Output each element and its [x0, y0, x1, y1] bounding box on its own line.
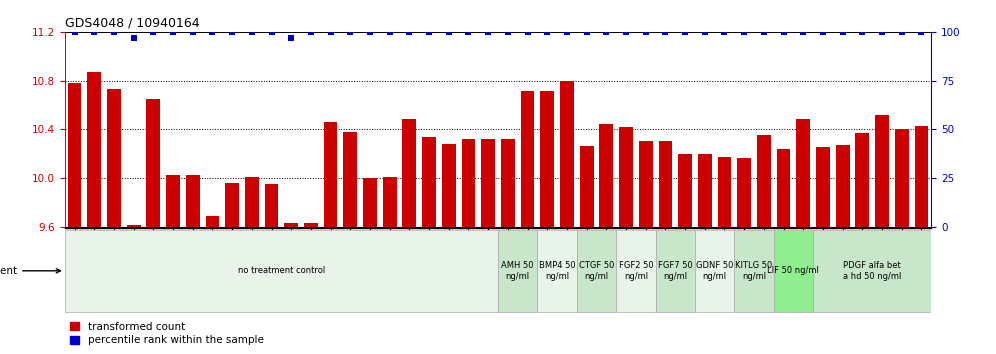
Bar: [774, 230, 813, 312]
Bar: [108, 89, 121, 227]
Bar: [521, 91, 535, 227]
Bar: [580, 146, 594, 227]
Bar: [577, 230, 617, 312]
Text: no treatment control: no treatment control: [238, 266, 325, 275]
Bar: [382, 177, 396, 227]
Bar: [655, 230, 695, 312]
Bar: [695, 230, 734, 312]
Bar: [560, 80, 574, 227]
Bar: [617, 230, 655, 312]
Text: LIF 50 ng/ml: LIF 50 ng/ml: [768, 266, 820, 275]
Bar: [126, 225, 140, 227]
Text: AMH 50
ng/ml: AMH 50 ng/ml: [501, 261, 534, 280]
Bar: [422, 137, 436, 227]
Bar: [538, 230, 577, 312]
Text: agent: agent: [0, 266, 61, 276]
Text: PDGF alfa bet
a hd 50 ng/ml: PDGF alfa bet a hd 50 ng/ml: [843, 261, 901, 280]
Bar: [600, 124, 614, 227]
Bar: [245, 177, 259, 227]
Legend: transformed count, percentile rank within the sample: transformed count, percentile rank withi…: [70, 322, 264, 345]
Bar: [68, 83, 82, 227]
Bar: [777, 149, 791, 227]
Bar: [265, 184, 279, 227]
Bar: [364, 178, 376, 227]
Bar: [737, 158, 751, 227]
Bar: [324, 122, 338, 227]
Bar: [836, 145, 850, 227]
Bar: [186, 176, 199, 227]
Bar: [501, 139, 515, 227]
Bar: [146, 99, 160, 227]
Bar: [797, 119, 810, 227]
Bar: [638, 141, 652, 227]
Bar: [856, 133, 870, 227]
Bar: [481, 139, 495, 227]
Text: FGF2 50
ng/ml: FGF2 50 ng/ml: [619, 261, 653, 280]
Bar: [205, 216, 219, 227]
Bar: [442, 144, 455, 227]
Bar: [620, 127, 632, 227]
Text: GDS4048 / 10940164: GDS4048 / 10940164: [65, 16, 199, 29]
Bar: [894, 129, 908, 227]
Text: KITLG 50
ng/ml: KITLG 50 ng/ml: [735, 261, 773, 280]
Bar: [284, 223, 298, 227]
Bar: [65, 230, 498, 312]
Bar: [678, 154, 692, 227]
Text: FGF7 50
ng/ml: FGF7 50 ng/ml: [658, 261, 692, 280]
Text: BMP4 50
ng/ml: BMP4 50 ng/ml: [539, 261, 576, 280]
Text: CTGF 50
ng/ml: CTGF 50 ng/ml: [579, 261, 615, 280]
Bar: [658, 141, 672, 227]
Bar: [166, 176, 180, 227]
Bar: [813, 230, 931, 312]
Bar: [88, 72, 102, 227]
Bar: [816, 148, 830, 227]
Bar: [717, 157, 731, 227]
Bar: [914, 126, 928, 227]
Bar: [541, 91, 554, 227]
Bar: [461, 139, 475, 227]
Bar: [875, 115, 888, 227]
Text: GDNF 50
ng/ml: GDNF 50 ng/ml: [696, 261, 733, 280]
Bar: [304, 223, 318, 227]
Bar: [402, 119, 416, 227]
Bar: [344, 132, 358, 227]
Bar: [734, 230, 774, 312]
Bar: [757, 135, 771, 227]
Bar: [698, 154, 712, 227]
Bar: [498, 230, 538, 312]
Bar: [225, 183, 239, 227]
